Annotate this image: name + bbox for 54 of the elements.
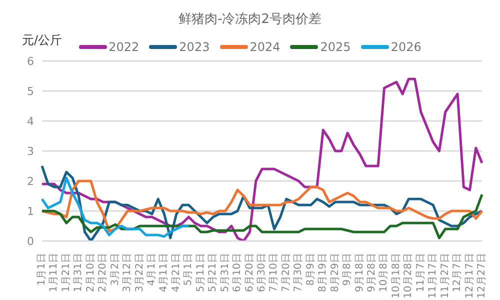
y-tick-label: 6 — [27, 54, 34, 68]
x-tick-label: 7月30日 — [293, 253, 304, 292]
x-tick-label: 12月7日 — [452, 253, 464, 292]
line-series — [40, 176, 190, 238]
x-tick-label: 12月27日 — [476, 253, 488, 298]
x-tick-label: 1月21日 — [60, 253, 72, 292]
x-tick-label: 6月10日 — [232, 253, 244, 292]
y-tick-label: 1 — [27, 204, 34, 218]
legend-label: 2025 — [319, 40, 351, 54]
x-tick-label: 10月8日 — [378, 253, 390, 292]
line-series — [40, 193, 484, 240]
x-tick-label: 9月28日 — [366, 253, 378, 292]
x-tick-label: 3月22日 — [134, 253, 146, 292]
x-tick-label: 8月19日 — [318, 253, 329, 292]
legend-label: 2024 — [248, 40, 280, 54]
x-tick-label: 9月18日 — [354, 253, 366, 292]
x-tick-label: 3月2日 — [110, 253, 121, 286]
x-tick-label: 4月11日 — [158, 253, 170, 292]
x-tick-label: 5月11日 — [195, 253, 206, 292]
x-tick-label: 4月1日 — [146, 253, 158, 286]
y-axis-title: 元/公斤 — [22, 32, 62, 49]
legend-label: 2026 — [390, 40, 422, 54]
x-tick-label: 5月31日 — [220, 253, 231, 292]
x-tick-label: 4月21日 — [170, 253, 182, 292]
x-tick-label: 2月20日 — [98, 253, 109, 292]
legend-label: 2022 — [108, 40, 140, 54]
x-tick-label: 11月27日 — [440, 253, 451, 298]
x-tick-label: 8月9日 — [305, 253, 316, 286]
x-tick-label: 11月17日 — [428, 253, 439, 298]
x-tick-label: 10月18日 — [390, 253, 402, 298]
x-tick-label: 11月7日 — [415, 253, 426, 292]
x-tick-label: 1月1日 — [36, 253, 48, 286]
x-tick-label: 1月31日 — [73, 253, 84, 292]
line-series — [40, 78, 484, 241]
x-tick-label: 8月29日 — [330, 253, 341, 292]
x-tick-label: 2月10日 — [85, 253, 96, 292]
y-tick-label: 5 — [27, 84, 34, 98]
y-tick-label: 4 — [27, 114, 34, 128]
x-tick-label: 7月10日 — [268, 253, 280, 292]
x-tick-label: 5月21日 — [208, 253, 219, 292]
legend-label: 2023 — [178, 40, 210, 54]
x-tick-label: 10月28日 — [403, 253, 414, 298]
x-tick-label: 6月30日 — [256, 253, 268, 292]
x-tick-label: 12月17日 — [464, 253, 476, 298]
x-tick-label: 1月11日 — [48, 253, 60, 292]
x-tick-label: 7月20日 — [280, 253, 292, 292]
x-tick-label: 9月8日 — [342, 253, 354, 286]
x-tick-label: 3月12日 — [122, 253, 134, 292]
chart-title: 鲜猪肉-冷冻肉2号肉价差 — [178, 11, 322, 28]
x-tick-label: 6月20日 — [244, 253, 256, 292]
y-tick-label: 2 — [27, 174, 34, 188]
y-tick-label: 3 — [27, 144, 34, 158]
x-tick-label: 5月1日 — [183, 253, 194, 286]
y-tick-label: 0 — [27, 234, 34, 248]
